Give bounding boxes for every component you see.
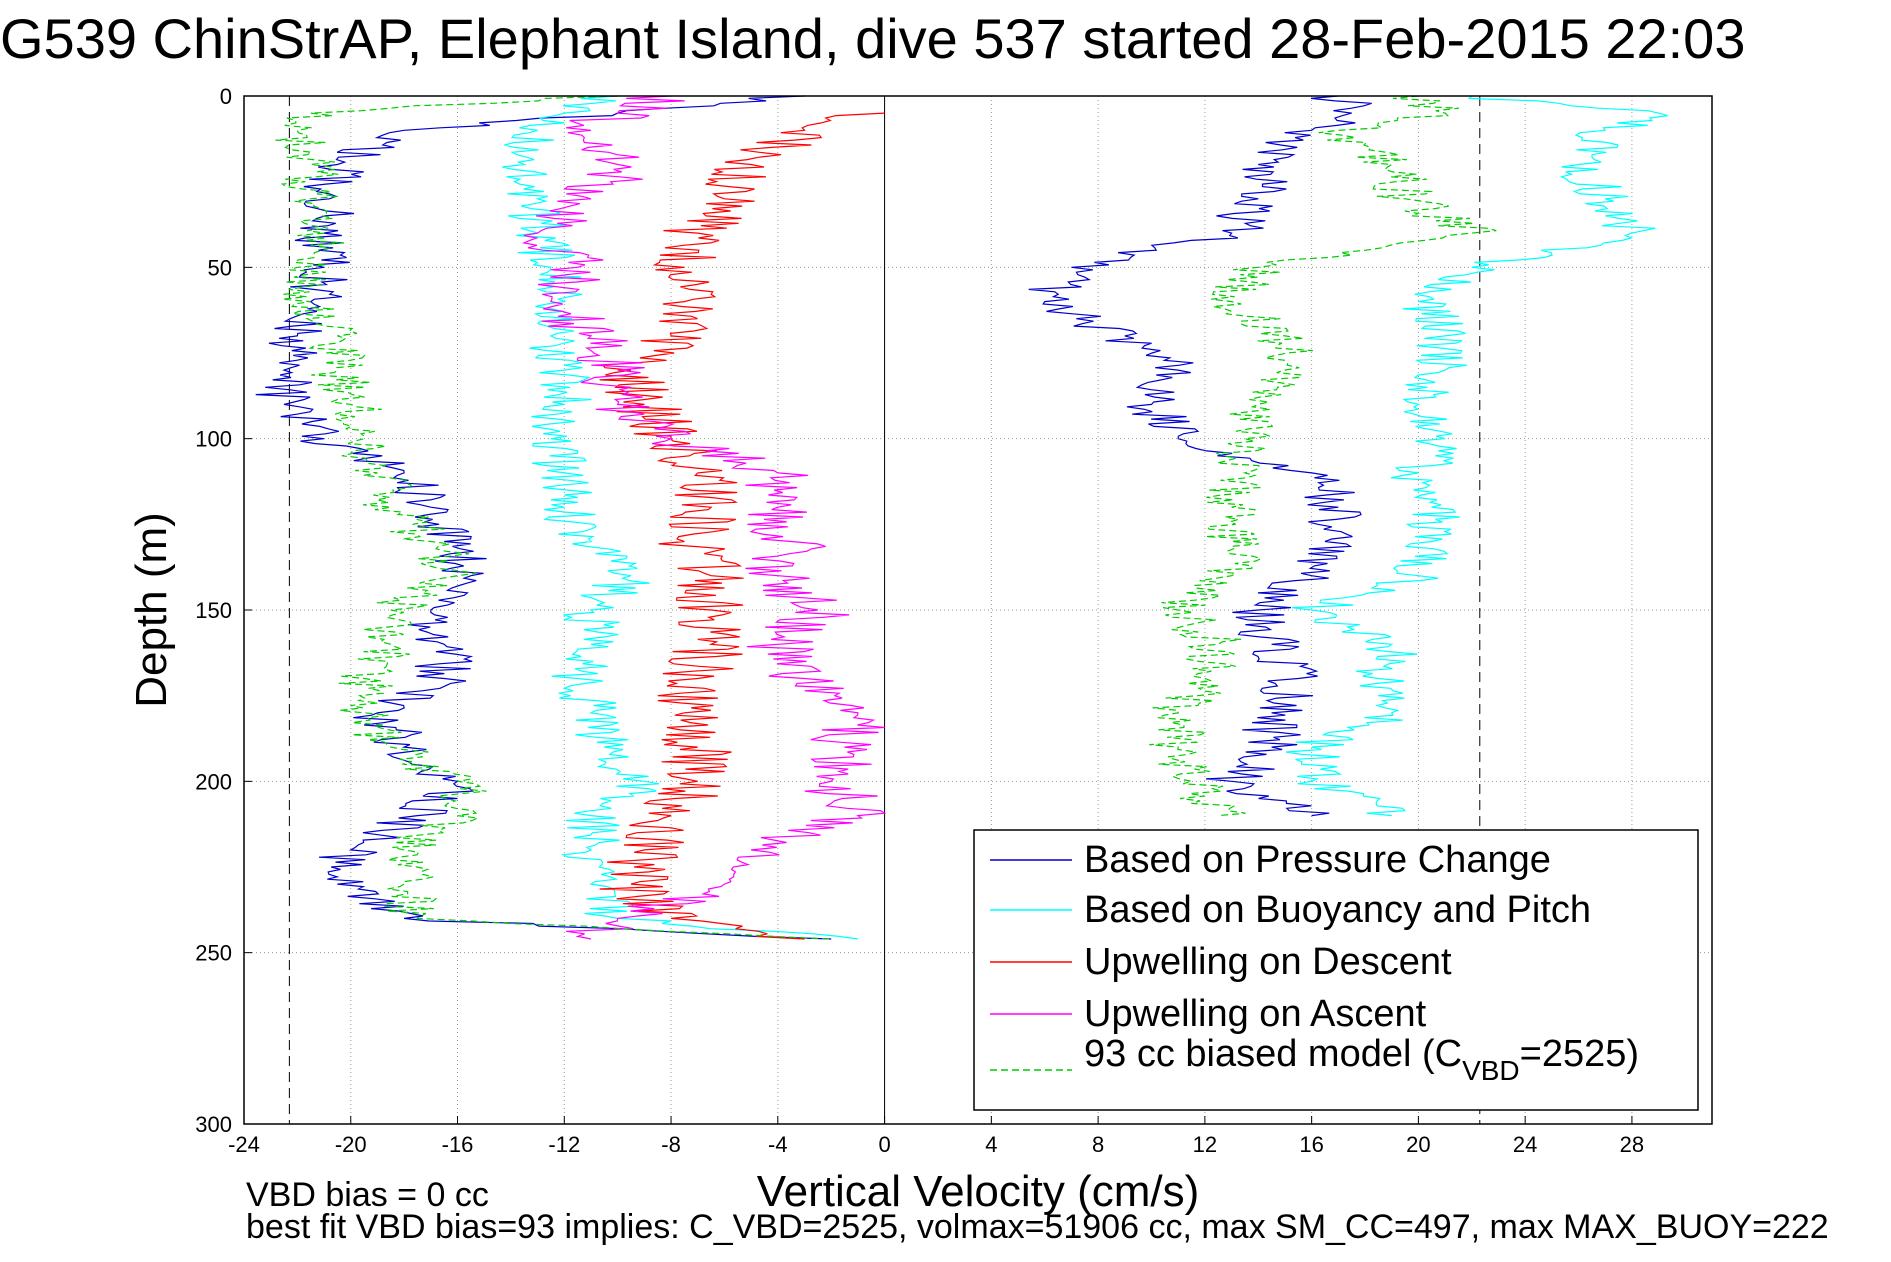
x-tick-label: 0 <box>878 1132 890 1157</box>
legend-label-model-main: 93 cc biased model (C <box>1084 1033 1462 1075</box>
series-lines <box>255 95 1668 940</box>
series-based-on-pressure-change-ascent <box>1028 95 1372 817</box>
x-tick-label: 16 <box>1299 1132 1323 1157</box>
x-ticks: -24 -20 -16 -12 -8 -4 0 4 8 12 16 20 24 28 <box>228 1116 1644 1157</box>
x-tick-label: 8 <box>1092 1132 1104 1157</box>
series-based-on-pressure-change-descent <box>255 95 832 940</box>
legend: Based on Pressure Change Based on Buoyan… <box>973 829 1699 1111</box>
x-tick-label: -12 <box>548 1132 580 1157</box>
series-93-cc-biased-model-c-vbd-2525-descent <box>275 95 832 940</box>
y-tick-label: 250 <box>195 941 232 966</box>
y-tick-label: 300 <box>195 1112 232 1137</box>
x-tick-label: -4 <box>768 1132 788 1157</box>
y-tick-label: 0 <box>220 84 232 109</box>
legend-label-upwelling-descent: Upwelling on Descent <box>1084 941 1452 983</box>
x-tick-label: -24 <box>228 1132 260 1157</box>
x-axis-label: Vertical Velocity (cm/s) <box>757 1167 1200 1216</box>
legend-label-upwelling-ascent: Upwelling on Ascent <box>1084 993 1427 1035</box>
series-upwelling-on-descent <box>599 112 885 940</box>
footer-line-2: best fit VBD bias=93 implies: C_VBD=2525… <box>246 1208 1829 1246</box>
y-axis-label: Depth (m) <box>127 512 176 708</box>
chart-title: G539 ChinStrAP, Elephant Island, dive 53… <box>0 7 1745 70</box>
legend-label-model: 93 cc biased model (CVBD=2525) <box>1084 1033 1639 1086</box>
legend-label-buoyancy: Based on Buoyancy and Pitch <box>1084 889 1591 931</box>
y-ticks: 0 50 100 150 200 250 300 <box>195 84 252 1137</box>
x-tick-label: -8 <box>661 1132 681 1157</box>
x-tick-label: 20 <box>1406 1132 1430 1157</box>
legend-label-model-tail: =2525) <box>1520 1033 1639 1075</box>
y-tick-label: 200 <box>195 769 232 794</box>
x-tick-label: 24 <box>1513 1132 1537 1157</box>
legend-label-model-sub: VBD <box>1462 1055 1520 1086</box>
x-tick-label: 12 <box>1193 1132 1217 1157</box>
x-tick-label: -20 <box>335 1132 367 1157</box>
legend-label-pressure: Based on Pressure Change <box>1084 839 1551 881</box>
y-tick-label: 50 <box>208 255 232 280</box>
y-tick-label: 100 <box>195 427 232 452</box>
series-upwelling-on-ascent <box>521 95 887 940</box>
series-based-on-buoyancy-and-pitch-ascent <box>1285 95 1668 817</box>
x-tick-label: 4 <box>985 1132 997 1157</box>
x-tick-label: 28 <box>1620 1132 1644 1157</box>
legend-box <box>973 829 1699 1111</box>
x-tick-label: -16 <box>442 1132 474 1157</box>
y-tick-label: 150 <box>195 598 232 623</box>
footer-line-1: VBD bias = 0 cc <box>246 1176 489 1214</box>
series-93-cc-biased-model-c-vbd-2525-ascent <box>1149 95 1497 817</box>
